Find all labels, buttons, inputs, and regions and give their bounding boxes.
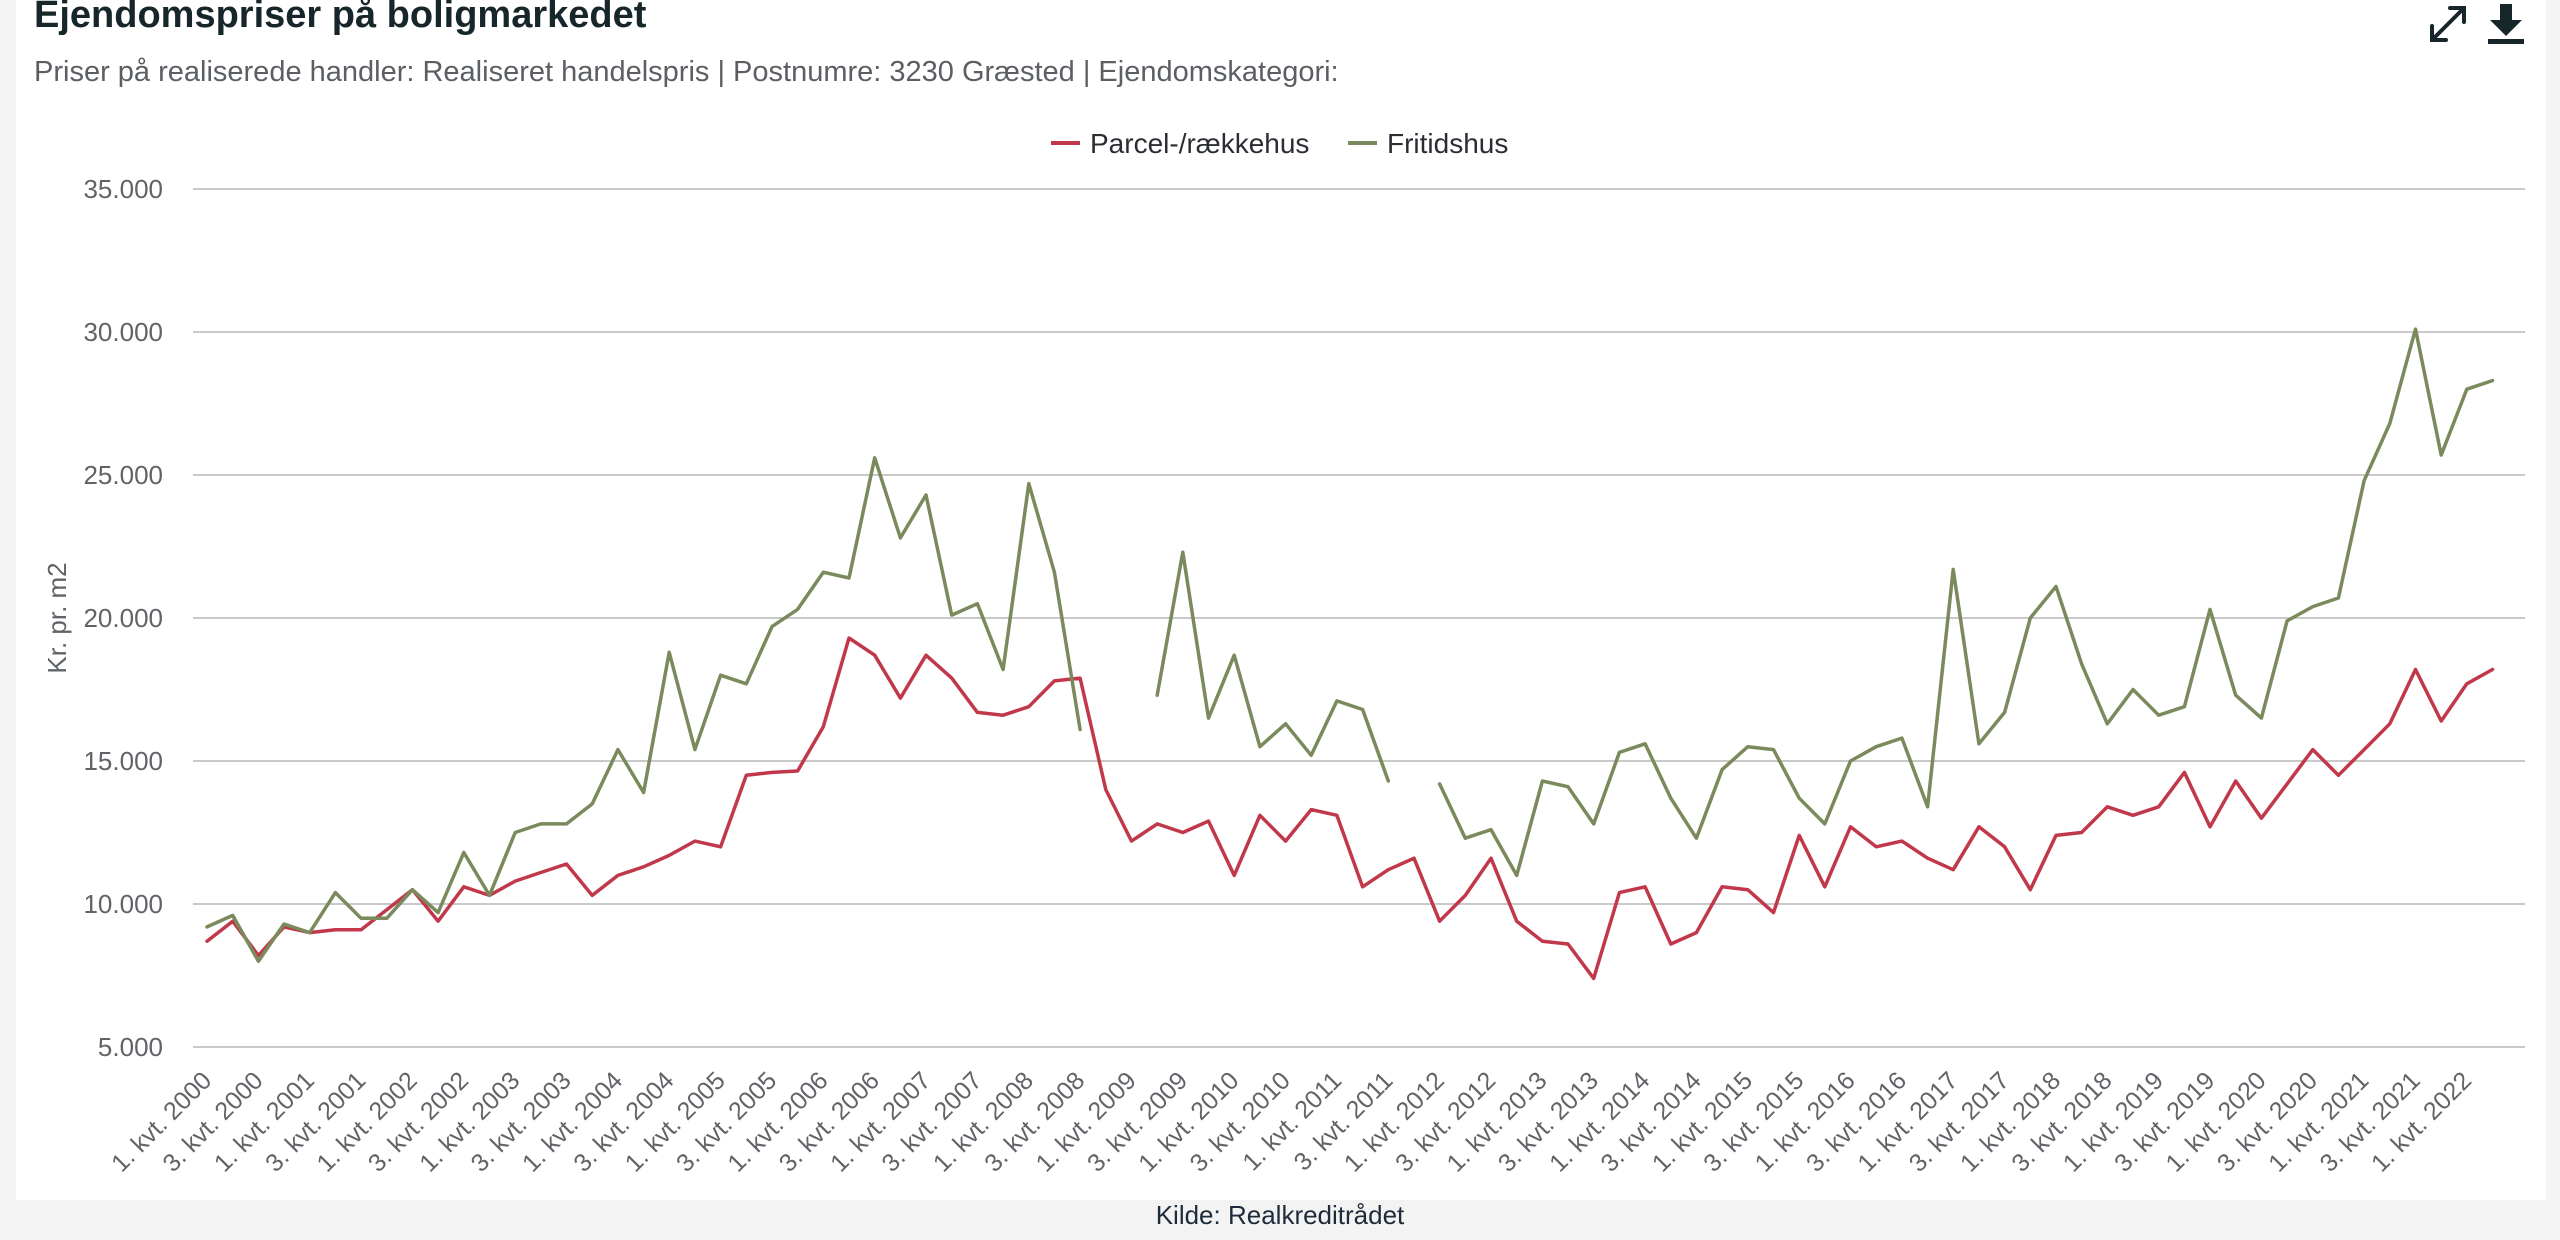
y-tick-label: 30.000 bbox=[83, 317, 163, 347]
download-icon[interactable] bbox=[2482, 0, 2530, 48]
source-note: Kilde: Realkreditrådet bbox=[1155, 1200, 1405, 1230]
y-tick-label: 10.000 bbox=[83, 889, 163, 919]
chart-title: Ejendomspriser på boligmarkedet bbox=[34, 0, 647, 36]
legend-item-fritidshus[interactable]: Fritidshus bbox=[1348, 128, 1508, 159]
y-tick-label: 25.000 bbox=[83, 460, 163, 490]
y-tick-label: 20.000 bbox=[83, 603, 163, 633]
legend-label: Fritidshus bbox=[1387, 128, 1508, 159]
series-line-parcel bbox=[205, 636, 2495, 981]
chart-subtitle: Priser på realiserede handler: Realisere… bbox=[34, 56, 1339, 88]
legend-item-parcel[interactable]: Parcel-/rækkehus bbox=[1051, 128, 1309, 159]
y-tick-label: 15.000 bbox=[83, 746, 163, 776]
legend-label: Parcel-/rækkehus bbox=[1090, 128, 1309, 159]
y-tick-label: 35.000 bbox=[83, 174, 163, 204]
series-line-fritidshus bbox=[205, 327, 2495, 963]
expand-arrows-icon[interactable] bbox=[2424, 0, 2472, 48]
y-axis-label: Kr. pr. m2 bbox=[42, 562, 72, 673]
chart-card bbox=[16, 0, 2546, 1200]
y-tick-label: 5.000 bbox=[98, 1032, 163, 1062]
line-chart: 5.000 10.000 15.000 20.000 25.000 30.000 35.00… bbox=[42, 128, 2525, 1178]
